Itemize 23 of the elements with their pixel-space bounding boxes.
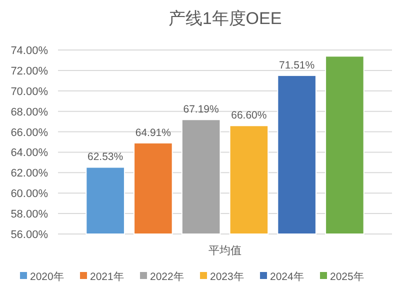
data-label: 62.53% — [88, 151, 124, 164]
data-label: 64.91% — [135, 126, 172, 139]
data-label: 71.51% — [278, 59, 315, 72]
y-tick-label: 68.00% — [10, 106, 48, 118]
data-label: 66.60% — [231, 110, 267, 122]
legend-label: 2021年 — [90, 271, 124, 283]
legend-label: 2025年 — [330, 271, 364, 283]
legend-label: 2022年 — [150, 271, 184, 283]
y-tick-label: 56.00% — [10, 229, 48, 241]
y-tick-label: 70.00% — [10, 86, 48, 98]
y-tick-label: 60.00% — [10, 188, 48, 200]
y-tick-label: 64.00% — [10, 147, 48, 160]
y-tick-label: 62.00% — [10, 168, 48, 180]
y-tick-label: 74.00% — [10, 45, 48, 57]
legend-label: 2020年 — [30, 271, 64, 283]
data-label: 67.19% — [183, 104, 219, 116]
y-tick-label: 66.00% — [10, 126, 48, 139]
y-tick-label: 72.00% — [10, 65, 48, 78]
x-tick-label: 平均值 — [208, 245, 242, 257]
legend-label: 2023年 — [210, 271, 244, 283]
y-tick-label: 58.00% — [10, 208, 48, 221]
legend-label: 2024年 — [270, 271, 304, 283]
chart-title: 产线1年度OEE — [168, 9, 282, 28]
